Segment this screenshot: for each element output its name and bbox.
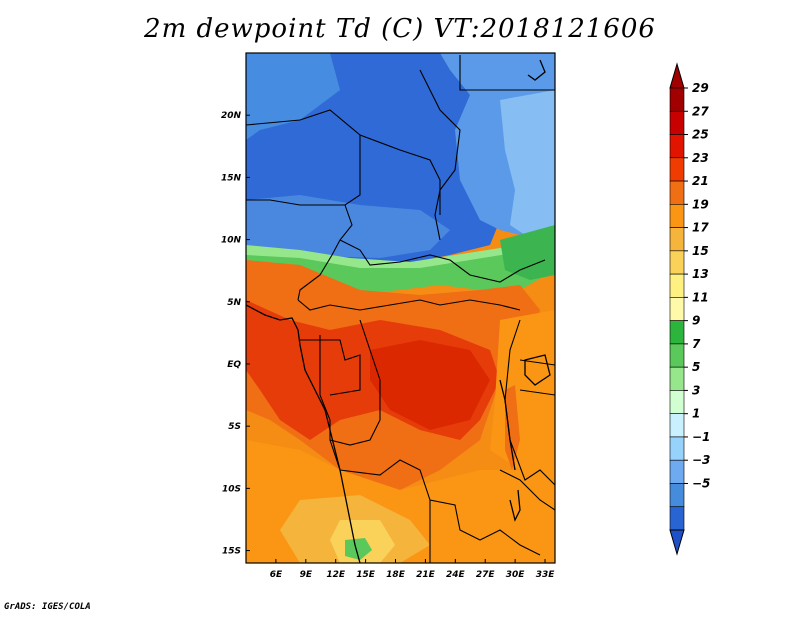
country-borders xyxy=(246,55,555,563)
border-nigeria-cameroon xyxy=(297,204,353,301)
x-axis-ticks: 6E 9E 12E 15E 18E 21E 24E 27E 30E 33E xyxy=(270,559,556,580)
border-sudan xyxy=(419,69,461,241)
coastlines xyxy=(246,59,551,563)
y-tick-label: 10S xyxy=(222,484,241,494)
colorbar-label: 19 xyxy=(692,197,709,211)
x-tick-label: 15E xyxy=(356,570,376,580)
colorbar-label: 21 xyxy=(692,174,709,188)
x-tick-label: 24E xyxy=(446,570,466,580)
colorbar-swatch xyxy=(669,110,685,135)
field-dry-nw xyxy=(246,53,340,140)
y-tick-label: 10N xyxy=(221,236,242,246)
colorbar-label: 7 xyxy=(692,337,701,351)
colorbar-swatch xyxy=(669,506,685,531)
colorbar-label: 3 xyxy=(692,383,700,397)
border-congo xyxy=(319,319,381,446)
dewpoint-field xyxy=(246,53,555,563)
y-tick-label: 15S xyxy=(222,547,241,557)
border-tanzania xyxy=(499,469,555,511)
colorbar-label: 5 xyxy=(692,360,700,374)
colorbar-swatch xyxy=(669,134,685,159)
map-frame xyxy=(245,52,556,564)
colorbar-swatch xyxy=(669,436,685,461)
colorbar-swatch xyxy=(669,87,685,112)
lake-tanganyika xyxy=(499,379,521,522)
colorbar-swatch xyxy=(669,227,685,252)
colorbar-label: 13 xyxy=(692,267,709,281)
map-title: 2m dewpoint Td (C) VT:2018121606 xyxy=(144,14,656,44)
field-east-green xyxy=(500,225,555,280)
x-tick-label: 12E xyxy=(326,570,346,580)
field-lake xyxy=(505,385,520,470)
colorbar-swatch xyxy=(669,483,685,508)
border-car xyxy=(339,239,546,283)
colorbar-label: 1 xyxy=(692,407,700,421)
border-gabon xyxy=(300,339,361,396)
colorbar-label: −1 xyxy=(692,430,710,444)
coast-nile-delta xyxy=(527,59,546,81)
colorbar-bottom-arrow xyxy=(669,529,685,556)
colorbar-label: 27 xyxy=(692,104,709,118)
colorbar-label: 25 xyxy=(692,128,709,142)
colorbar-label: 17 xyxy=(692,221,709,235)
y-tick-label: 5N xyxy=(227,298,241,308)
colorbar-swatch xyxy=(669,157,685,182)
y-tick-label: 20N xyxy=(221,111,242,121)
y-tick-label: 5S xyxy=(228,422,241,432)
colorbar-swatch xyxy=(669,366,685,391)
border-angola-drc xyxy=(329,439,541,556)
x-tick-label: 6E xyxy=(270,570,283,580)
colorbar-label: 29 xyxy=(692,81,709,95)
colorbar-top-arrow xyxy=(669,62,685,89)
colorbar-label: −5 xyxy=(692,476,710,490)
coast-west xyxy=(246,304,361,563)
colorbar-swatch xyxy=(669,320,685,345)
colorbar-swatch xyxy=(669,273,685,298)
colorbar-swatch xyxy=(669,413,685,438)
colorbar-swatch xyxy=(669,343,685,368)
x-tick-label: 30E xyxy=(506,570,526,580)
border-congo-north xyxy=(297,299,521,311)
border-niger xyxy=(246,109,361,206)
x-tick-label: 21E xyxy=(416,570,436,580)
colorbar-swatch xyxy=(669,250,685,275)
colorbar-label: 9 xyxy=(692,314,700,328)
field-dry-light xyxy=(500,90,555,235)
colorbar-label: 11 xyxy=(692,290,709,304)
colorbar-label: −3 xyxy=(692,453,710,467)
y-tick-label: EQ xyxy=(227,360,241,370)
colorbar-swatch xyxy=(669,390,685,414)
x-tick-label: 33E xyxy=(536,570,556,580)
field-dry-sahel xyxy=(246,195,450,258)
colorbar-label: 15 xyxy=(692,244,709,258)
field-south-green xyxy=(345,538,372,560)
y-tick-label: 15N xyxy=(221,173,242,183)
field-core-humid xyxy=(370,340,490,430)
x-tick-label: 18E xyxy=(386,570,406,580)
lake-victoria xyxy=(524,354,551,386)
colorbar-swatch xyxy=(669,297,685,321)
colorbar-label: 23 xyxy=(692,151,709,165)
y-axis-ticks: 20N 15N 10N 5N EQ 5S 10S 15S xyxy=(221,111,250,557)
credit-text: GrADS: IGES/COLA xyxy=(4,602,91,612)
field-transition-light xyxy=(246,232,555,268)
x-tick-label: 27E xyxy=(476,570,496,580)
colorbar-swatch xyxy=(669,180,685,205)
border-uganda-kenya xyxy=(519,359,555,396)
colorbar-swatch xyxy=(669,459,685,484)
x-tick-label: 9E xyxy=(300,570,313,580)
colorbar-swatch xyxy=(669,204,685,228)
border-libya-egypt xyxy=(459,55,555,91)
colorbar: 29 27 25 23 21 19 17 15 13 11 9 7 5 3 1 −1 −3 −5 xyxy=(669,62,710,556)
